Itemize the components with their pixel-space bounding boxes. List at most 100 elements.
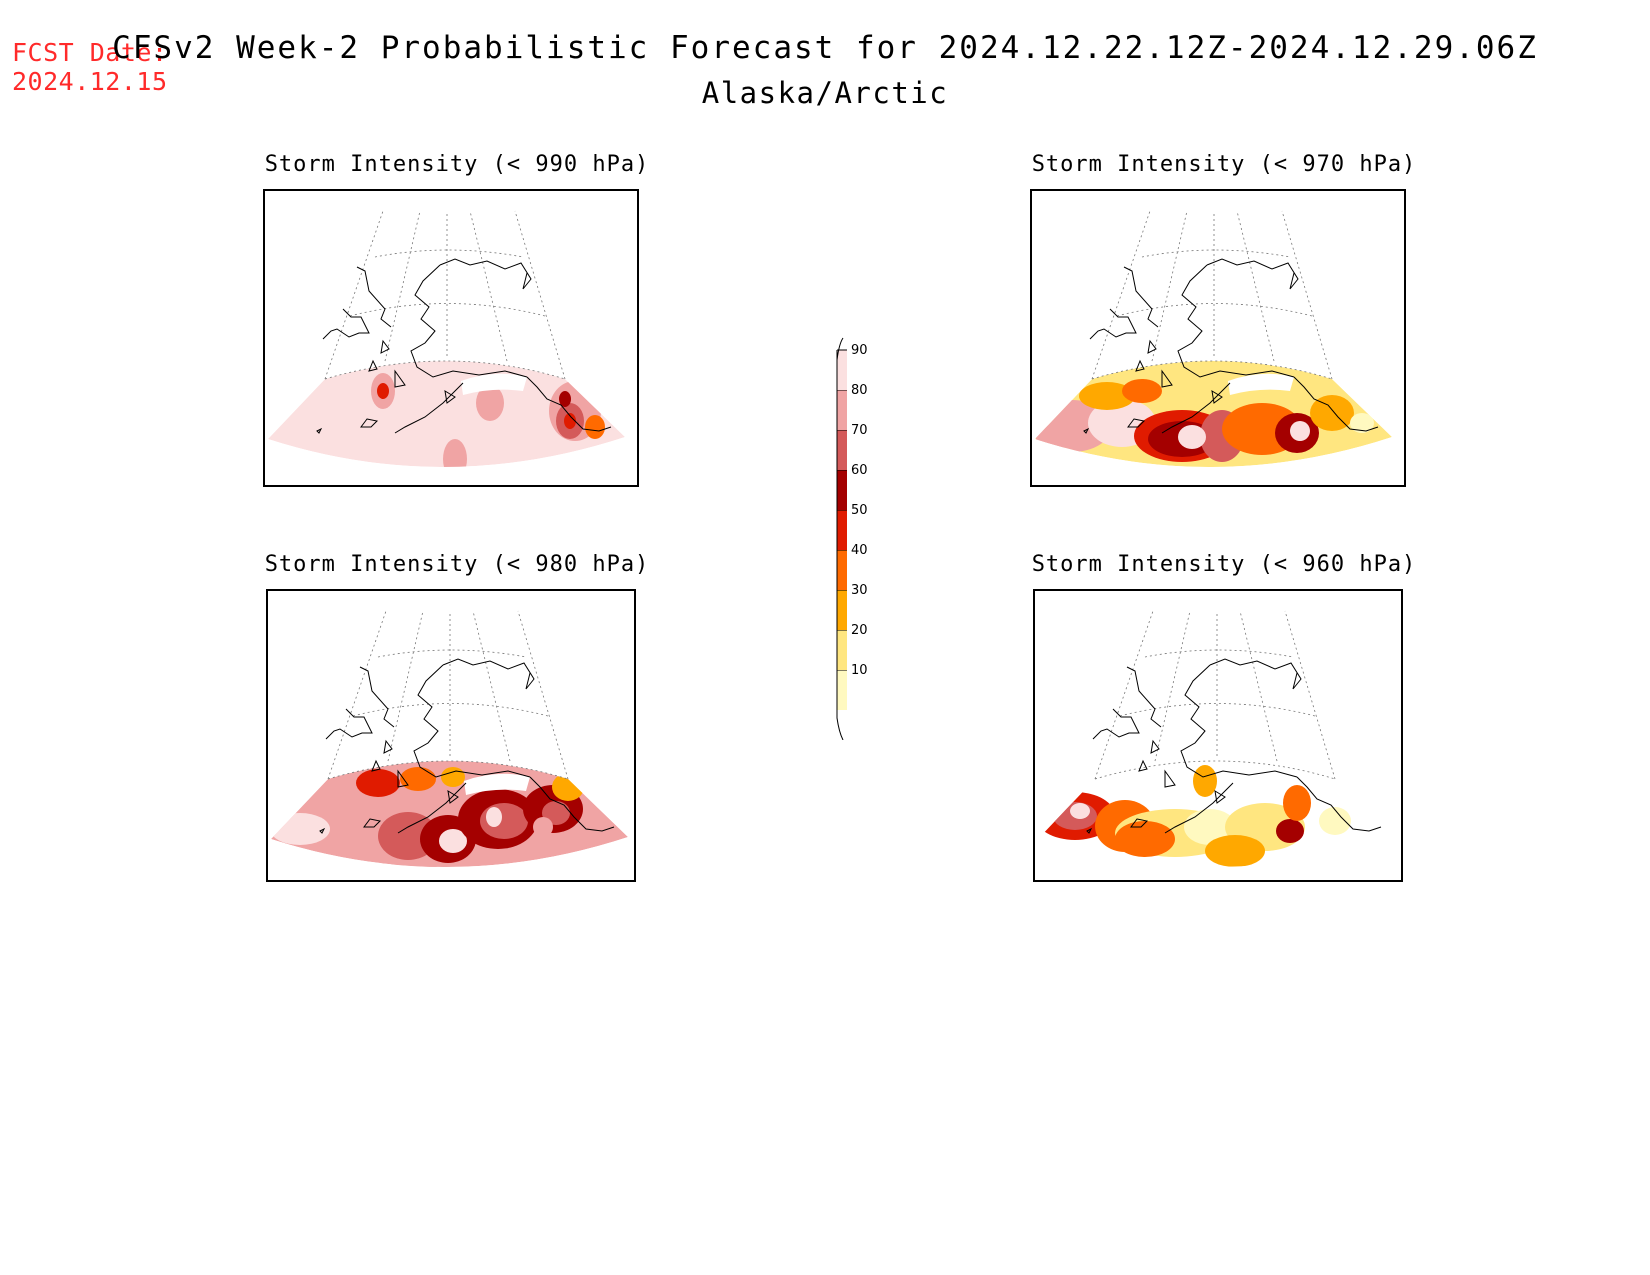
probability-field — [1038, 765, 1351, 867]
graticule-line — [517, 610, 569, 780]
forecast-date-value: 2024.12.15 — [12, 67, 168, 96]
coastline — [359, 666, 395, 728]
probability-contour — [1193, 765, 1217, 797]
probability-field — [1035, 361, 1392, 468]
colorbar-swatch — [837, 470, 847, 510]
coastline — [1130, 818, 1149, 828]
probability-contour — [564, 413, 576, 429]
colorbar-swatch — [837, 590, 847, 630]
coastline — [319, 827, 326, 834]
graticule-line — [514, 210, 566, 380]
probability-contour — [486, 807, 502, 827]
panel-title-990: Storm Intensity (< 990 hPa) — [264, 152, 650, 177]
graticule-line — [327, 610, 387, 780]
graticule-line — [349, 303, 546, 317]
map-960 — [1038, 610, 1382, 867]
graticule-line — [1091, 360, 1333, 380]
coastline — [363, 818, 382, 828]
colorbar-tick-label: 70 — [851, 423, 868, 438]
colorbar-tick-label: 50 — [851, 503, 868, 518]
coastline — [1092, 708, 1140, 740]
graticule-line — [387, 610, 424, 762]
panel-title-960: Storm Intensity (< 960 hPa) — [1031, 552, 1417, 577]
coastline — [410, 264, 528, 378]
colorbar: 10 20 30 40 50 60 70 80 90 — [820, 330, 890, 744]
probability-base — [268, 361, 625, 468]
probability-contour — [1205, 835, 1265, 867]
probability-contour — [1319, 807, 1351, 835]
probability-contour — [441, 767, 465, 787]
coastline — [397, 769, 409, 788]
colorbar-swatch — [837, 390, 847, 430]
probability-contour — [1184, 809, 1236, 845]
probability-contour — [377, 383, 389, 399]
probability-contour — [400, 767, 436, 791]
coastline — [383, 739, 393, 754]
colorbar-swatch — [837, 670, 847, 710]
colorbar-swatch — [837, 550, 847, 590]
coastline — [444, 390, 456, 404]
probability-field — [268, 361, 625, 468]
panel-title-980: Storm Intensity (< 980 hPa) — [264, 552, 650, 577]
graticule-line — [324, 360, 566, 380]
probability-contour — [533, 817, 553, 837]
graticule-line — [1281, 210, 1333, 380]
graticule-line — [1094, 610, 1154, 780]
graticule-line — [469, 210, 508, 362]
map-980 — [271, 610, 628, 868]
coastline — [394, 382, 464, 434]
coastline — [447, 790, 459, 804]
map-panel-970 — [1030, 189, 1406, 487]
missing-data-patch — [464, 773, 530, 795]
forecast-date-label: FCST Date: — [12, 38, 168, 67]
coastline — [1211, 390, 1223, 404]
probability-contour — [559, 391, 571, 407]
coastline — [413, 664, 531, 778]
region-subtitle: Alaska/Arctic — [701, 76, 949, 110]
colorbar-swatch — [837, 630, 847, 670]
colorbar-tick-label: 20 — [851, 623, 868, 638]
probability-contour — [1036, 425, 1068, 453]
probability-contour — [1122, 379, 1162, 403]
graticule-line — [1091, 210, 1151, 380]
colorbar-tick-label: 40 — [851, 543, 868, 558]
coastline — [322, 308, 370, 340]
colorbar-bottom-cap — [836, 710, 844, 741]
graticule-line — [1154, 610, 1191, 762]
coastline — [325, 708, 373, 740]
colorbar-tick-label: 10 — [851, 663, 868, 678]
coastline — [1138, 759, 1148, 772]
coastline — [360, 418, 379, 428]
graticule-line — [1151, 210, 1188, 362]
coastline — [1296, 776, 1382, 832]
coastline — [1209, 658, 1302, 690]
probability-contour — [1276, 819, 1304, 843]
coastline — [439, 258, 532, 290]
coastline — [356, 266, 392, 328]
map-panel-990 — [263, 189, 639, 487]
probability-contour — [271, 813, 330, 845]
graticule-line — [472, 610, 511, 762]
coastline — [529, 776, 615, 832]
coastline — [371, 759, 381, 772]
map-970 — [1035, 210, 1392, 468]
probability-contour — [1115, 821, 1175, 857]
coastline — [1180, 664, 1298, 778]
coastline — [1135, 359, 1145, 372]
graticule-line — [1119, 703, 1316, 717]
coastline — [1089, 308, 1137, 340]
probability-field — [271, 761, 628, 868]
probability-contour — [439, 829, 467, 853]
graticule-line — [1239, 610, 1278, 762]
probability-contour — [585, 415, 605, 439]
graticule-line — [1144, 649, 1294, 658]
probability-contour — [476, 385, 504, 421]
probability-contour — [552, 773, 584, 801]
graticule-line — [384, 210, 421, 362]
probability-contour — [1178, 425, 1206, 449]
coastline — [1150, 739, 1160, 754]
probability-contour — [1079, 382, 1135, 410]
graticule-line — [1284, 610, 1336, 780]
coastline — [1161, 382, 1231, 434]
colorbar-swatch — [837, 350, 847, 390]
